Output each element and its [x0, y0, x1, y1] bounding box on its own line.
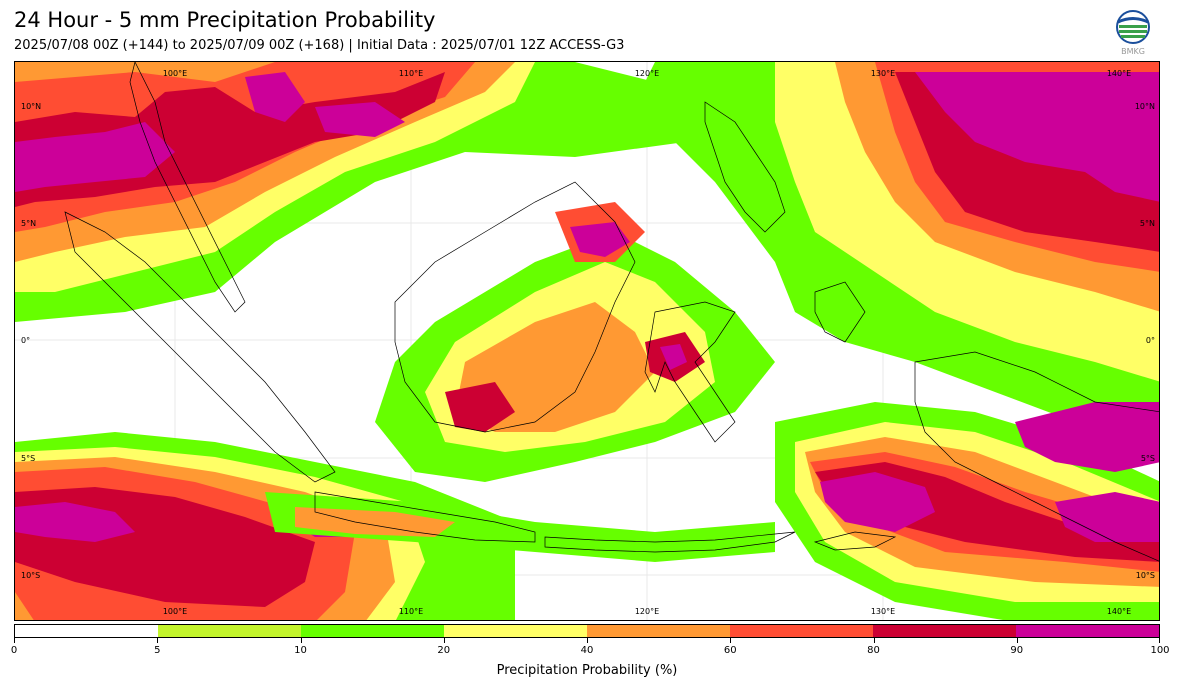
colorbar-segment — [873, 625, 1016, 637]
colorbar-tick-label: 90 — [1010, 645, 1024, 656]
colorbar-tick — [14, 638, 15, 643]
colorbar-tick-label: 5 — [154, 645, 161, 656]
colorbar-tick — [587, 638, 588, 643]
colorbar-tick — [300, 638, 302, 643]
colorbar-segment — [1016, 625, 1159, 637]
lat-label: 10°S — [21, 571, 40, 580]
lon-labels-top: 100°E 110°E 120°E 130°E 140°E — [163, 69, 1131, 78]
colorbar-title: Precipitation Probability (%) — [496, 663, 678, 678]
lon-labels-bottom: 100°E 110°E 120°E 130°E 140°E — [163, 607, 1131, 616]
colorbar-segment — [730, 625, 873, 637]
lon-label: 140°E — [1107, 69, 1131, 78]
colorbar — [14, 624, 1160, 638]
lon-label: 120°E — [635, 607, 659, 616]
lat-labels-right: 10°N 5°N 0° 5°S 10°S — [1135, 102, 1155, 580]
colorbar-tick — [730, 638, 732, 643]
colorbar-tick-label: 0 — [10, 645, 18, 656]
colorbar-tick-label: 100 — [1150, 645, 1170, 656]
lon-label: 110°E — [399, 69, 423, 78]
lat-label: 10°N — [1135, 102, 1155, 111]
lat-label: 0° — [1146, 336, 1155, 345]
colorbar-tick-label: 60 — [723, 645, 737, 656]
bmkg-logo-text: BMKG — [1121, 47, 1145, 56]
colorbar-tick-label: 20 — [437, 645, 451, 656]
colorbar-segment — [158, 625, 301, 637]
lon-label: 130°E — [871, 69, 895, 78]
lat-label: 10°S — [1136, 571, 1155, 580]
map-canvas: 100°E 110°E 120°E 130°E 140°E 100°E 110°… — [15, 62, 1159, 620]
lat-label: 5°N — [21, 219, 36, 228]
lon-label: 100°E — [163, 69, 187, 78]
colorbar-tick — [443, 638, 445, 643]
lat-label: 5°S — [1141, 454, 1155, 463]
colorbar-tick — [157, 638, 159, 643]
lat-label: 0° — [21, 336, 30, 345]
precipitation-map: 100°E 110°E 120°E 130°E 140°E 100°E 110°… — [14, 61, 1160, 621]
lat-labels-left: 10°N 5°N 0° 5°S 10°S — [21, 102, 41, 580]
coastlines — [64, 62, 1159, 562]
lon-label: 100°E — [163, 607, 187, 616]
lon-label: 120°E — [635, 69, 659, 78]
colorbar-tick — [1159, 638, 1160, 643]
colorbar-tick-label: 40 — [580, 645, 594, 656]
map-title: 24 Hour - 5 mm Precipitation Probability — [14, 8, 436, 32]
colorbar-segment — [15, 625, 158, 637]
bmkg-logo-icon: BMKG — [1116, 10, 1150, 56]
precip-field — [15, 62, 1159, 620]
lat-label: 10°N — [21, 102, 41, 111]
lon-label: 110°E — [399, 607, 423, 616]
colorbar-segment — [444, 625, 587, 637]
bmkg-logo: BMKG — [1114, 10, 1152, 56]
colorbar-tick-label: 10 — [294, 645, 307, 656]
colorbar-tick-label: 80 — [867, 645, 880, 656]
lon-label: 130°E — [871, 607, 895, 616]
lat-label: 5°N — [1140, 219, 1155, 228]
lon-label: 140°E — [1107, 607, 1131, 616]
colorbar-tick — [873, 638, 875, 643]
colorbar-segment — [587, 625, 730, 637]
colorbar-segment — [301, 625, 444, 637]
colorbar-tick — [1016, 638, 1018, 643]
lat-label: 5°S — [21, 454, 35, 463]
map-subtitle: 2025/07/08 00Z (+144) to 2025/07/09 00Z … — [14, 38, 625, 53]
